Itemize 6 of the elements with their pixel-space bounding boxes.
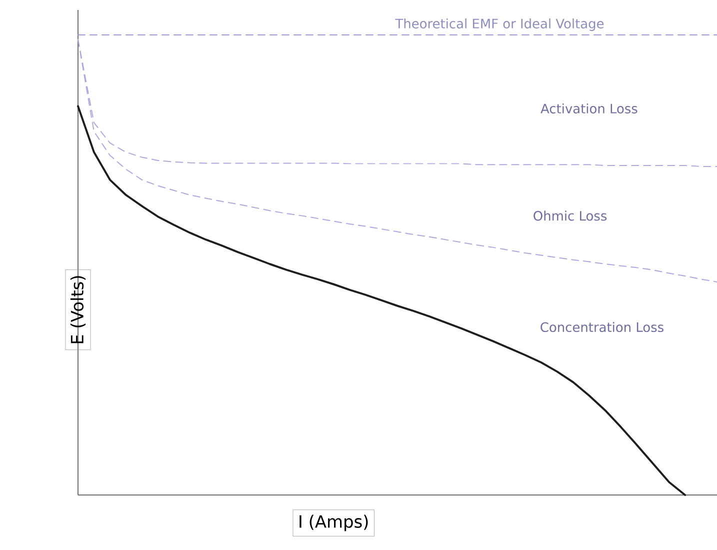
annotation: Concentration Loss	[540, 322, 664, 332]
x-axis-title: I (Amps)	[300, 514, 368, 532]
annotation: Activation Loss	[540, 103, 638, 114]
y-axis-title: E (Volts)	[70, 276, 86, 344]
annotation: Ohmic Loss	[534, 210, 607, 221]
text: Theoretical EMF or Ideal Voltage	[395, 18, 604, 31]
